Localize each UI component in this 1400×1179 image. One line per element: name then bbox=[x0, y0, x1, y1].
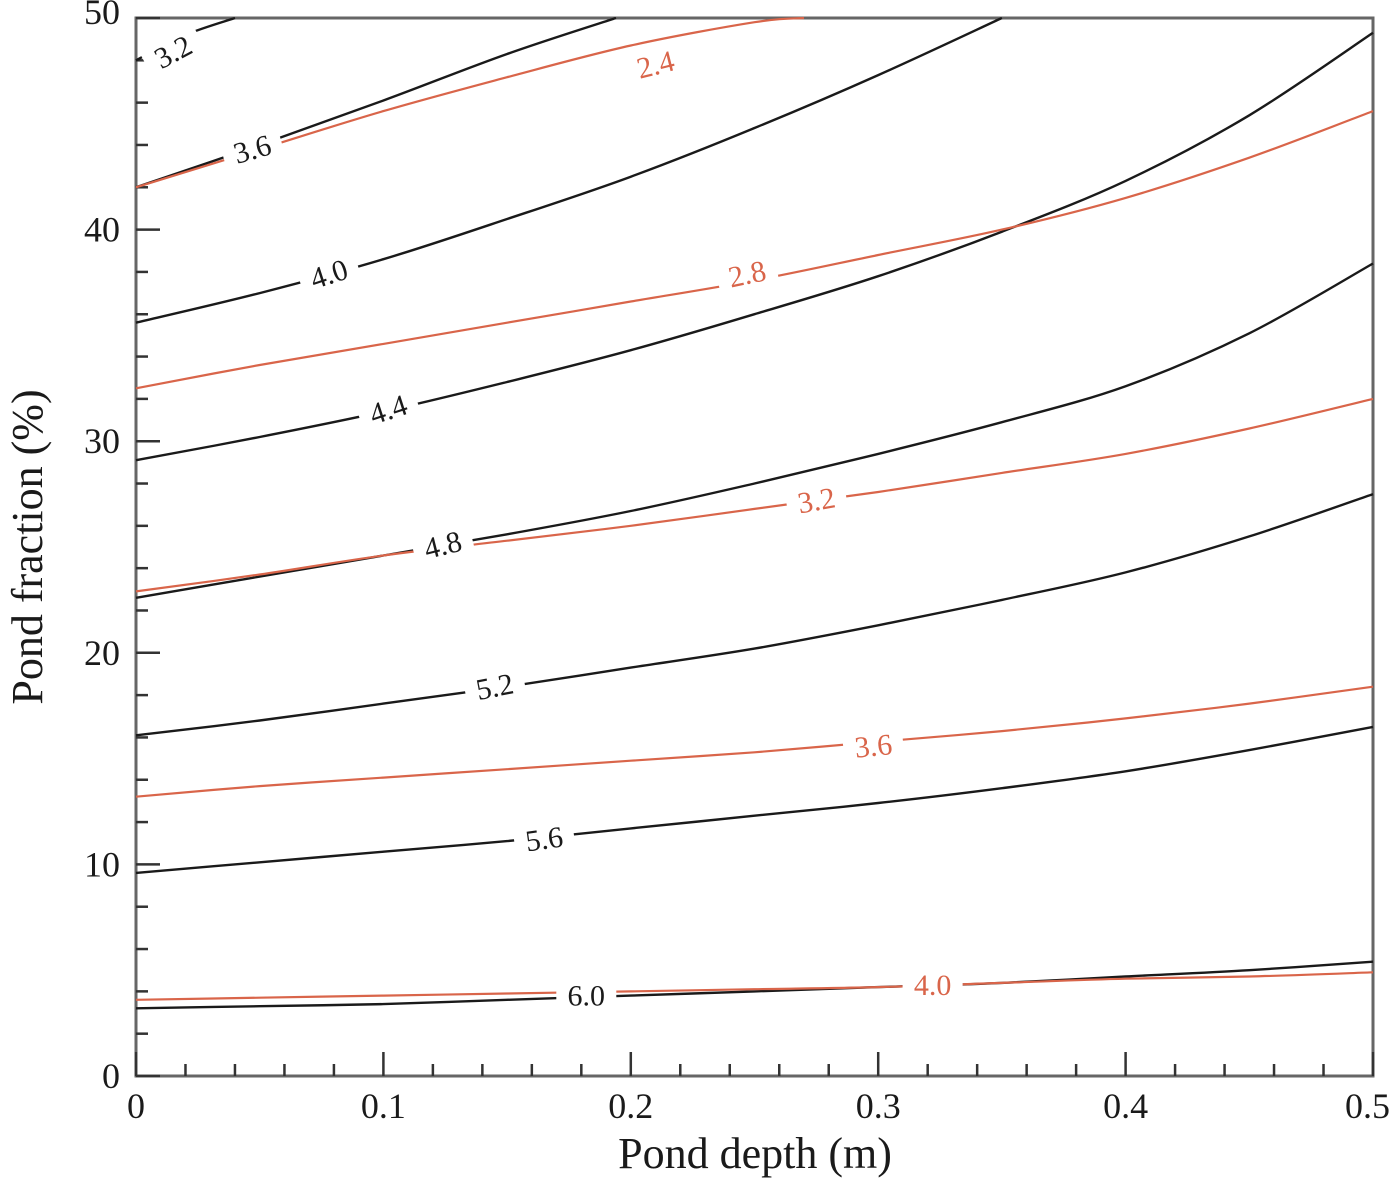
x-tick-label: 0.4 bbox=[1103, 1086, 1148, 1126]
contour-line-black-6.0 bbox=[135, 960, 1374, 1010]
contour-line-red-3.6 bbox=[135, 685, 1374, 798]
contour-label-group: 4.4 bbox=[354, 383, 422, 434]
contour-line-black-3.6 bbox=[135, 16, 617, 189]
contour-label-group: 4.0 bbox=[902, 967, 963, 1002]
contour-line-red-4.0 bbox=[135, 971, 1374, 1001]
contour-label-red-3.2: 3.2 bbox=[795, 481, 838, 520]
contour-lines bbox=[135, 16, 1374, 1010]
y-tick-label: 0 bbox=[102, 1056, 120, 1096]
contour-label-group: 2.4 bbox=[622, 39, 689, 88]
contour-line-black-5.2 bbox=[135, 492, 1374, 737]
contour-label-group: 3.6 bbox=[841, 724, 905, 765]
contour-label-group: 5.2 bbox=[461, 663, 528, 709]
contour-label-group: 3.2 bbox=[783, 477, 849, 522]
contour-label-black-5.6: 5.6 bbox=[523, 821, 565, 859]
x-tick-label: 0 bbox=[127, 1086, 145, 1126]
contour-label-background bbox=[902, 967, 963, 1001]
contour-line-black-5.6 bbox=[135, 725, 1374, 875]
axis-tick-labels: 0 0.1 0.2 0.3 0.4 0.5 0 10 20 30 40 50 bbox=[84, 0, 1390, 1126]
contour-line-red-2.8 bbox=[135, 110, 1374, 390]
contour-label-background bbox=[218, 123, 286, 173]
contour-label-background bbox=[714, 250, 780, 296]
plot-area bbox=[134, 16, 1375, 1078]
x-tick-label: 0.3 bbox=[856, 1086, 901, 1126]
contour-label-group: 4.8 bbox=[409, 520, 476, 568]
y-tick-label: 40 bbox=[84, 210, 120, 250]
contour-label-background bbox=[138, 21, 208, 81]
contour-label-background bbox=[556, 977, 617, 1012]
x-tick-label: 0.5 bbox=[1345, 1086, 1390, 1126]
contour-label-group: 2.8 bbox=[714, 250, 780, 296]
contour-line-black-4.0 bbox=[135, 16, 1003, 324]
contour-label-background bbox=[783, 477, 849, 522]
y-tick-label: 10 bbox=[84, 844, 120, 884]
contour-label-group: 5.6 bbox=[511, 816, 577, 860]
contour-label-background bbox=[354, 383, 422, 434]
x-tick-label: 0.1 bbox=[361, 1086, 406, 1126]
plot-frame bbox=[134, 16, 1375, 1078]
contour-line-black-4.4 bbox=[135, 31, 1374, 462]
x-tick-label: 0.2 bbox=[608, 1086, 653, 1126]
contour-label-background bbox=[622, 39, 689, 88]
axis-ticks bbox=[134, 16, 1375, 1078]
contour-line-red-3.2 bbox=[135, 397, 1374, 593]
y-tick-label: 20 bbox=[84, 633, 120, 673]
contour-label-black-6.0: 6.0 bbox=[568, 980, 606, 1013]
contour-label-background bbox=[409, 520, 476, 568]
y-tick-label: 50 bbox=[84, 0, 120, 32]
contour-label-red-3.6: 3.6 bbox=[853, 728, 894, 765]
contour-label-background bbox=[461, 663, 528, 709]
contour-label-black-5.2: 5.2 bbox=[473, 667, 516, 707]
contour-label-group: 6.0 bbox=[556, 977, 617, 1013]
contour-label-red-2.8: 2.8 bbox=[725, 254, 769, 294]
contour-labels: 3.23.64.04.44.85.25.66.02.42.83.23.64.0 bbox=[138, 21, 963, 1013]
contour-label-group: 4.0 bbox=[294, 247, 363, 299]
x-axis-title: Pond depth (m) bbox=[618, 1129, 892, 1178]
contour-label-background bbox=[511, 816, 577, 860]
contour-label-background bbox=[294, 247, 363, 299]
contour-label-group: 3.6 bbox=[218, 123, 286, 173]
y-tick-label: 30 bbox=[84, 421, 120, 461]
contour-label-background bbox=[841, 724, 905, 765]
contour-label-red-4.0: 4.0 bbox=[914, 969, 952, 1002]
y-axis-title: Pond fraction (%) bbox=[3, 389, 52, 704]
